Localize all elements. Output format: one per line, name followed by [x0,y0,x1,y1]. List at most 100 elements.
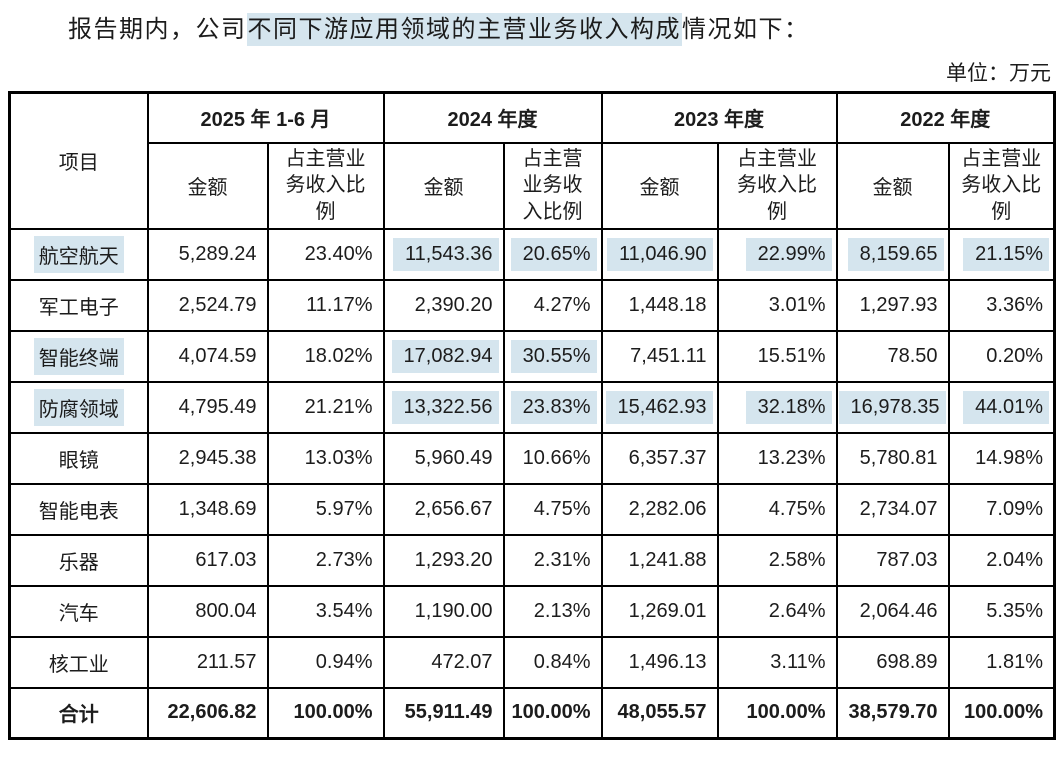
value-cell: 3.11% [716,635,838,689]
value-cell: 4,074.59 [146,329,269,383]
row-label: 智能电表 [8,482,149,536]
amount-header-2024: 金额 [382,141,505,230]
value-cell: 3.36% [947,278,1056,332]
value-cell: 100.00% [266,686,385,740]
value-cell: 5,780.81 [835,431,950,485]
value-highlight: 32.18% [745,390,832,424]
value-cell: 472.07 [382,635,505,689]
value-highlight: 30.55% [510,339,597,373]
value-cell: 211.57 [146,635,269,689]
row-label-highlight: 航空航天 [33,235,124,273]
value-highlight: 13,322.56 [391,390,499,424]
value-cell: 8,159.65 [835,227,950,281]
table-row: 智能终端 4,074.59 18.02% 17,082.94 30.55% 7,451.1… [8,329,1056,383]
group-header-2023: 2023 年度 [600,91,838,144]
title-highlight: 不同下游应用领域的主营业务收入构成 [246,13,682,46]
value-highlight: 21.15% [963,237,1050,271]
value-cell: 0.94% [266,635,385,689]
value-cell: 100.00% [502,686,603,740]
value-highlight: 20.65% [510,237,597,271]
table-row: 乐器 617.03 2.73% 1,293.20 2.31% 1,241.88 2.58% 7… [8,533,1056,587]
value-cell: 38,579.70 [835,686,950,740]
value-cell: 7,451.11 [600,329,719,383]
value-cell: 1,241.88 [600,533,719,587]
value-cell: 18.02% [266,329,385,383]
value-cell: 20.65% [502,227,603,281]
group-header-row: 项目 2025 年 1-6 月 2024 年度 2023 年度 2022 年度 [8,91,1056,230]
value-cell: 6,357.37 [600,431,719,485]
value-cell: 11,046.90 [600,227,719,281]
value-cell: 2,734.07 [835,482,950,536]
row-label: 防腐领域 [8,380,149,434]
ratio-header-2022: 占主营业务收入比例 [947,141,1056,230]
table-row: 航空航天 5,289.24 23.40% 11,543.36 20.65% 11,046.… [8,227,1056,281]
value-cell: 0.84% [502,635,603,689]
value-cell: 1.81% [947,635,1056,689]
ratio-header-2023: 占主营业务收入比例 [716,141,838,230]
value-cell: 78.50 [835,329,950,383]
unit-label: 单位：万元 [946,62,1051,86]
value-highlight: 11,543.36 [393,237,499,271]
table-total-row: 合计 22,606.82 100.00% 55,911.49 100.00% 48,055… [8,686,1056,740]
value-cell: 1,190.00 [382,584,505,638]
value-cell: 1,496.13 [600,635,719,689]
group-header-2022: 2022 年度 [835,91,1056,144]
value-cell: 22.99% [716,227,838,281]
row-label: 航空航天 [8,227,149,281]
value-cell: 23.83% [502,380,603,434]
sub-header-row: 金额 占主营业务收入比例 金额 占主营业务收入比例 金额 占主营业务收入比例 金… [10,141,1056,230]
value-cell: 617.03 [146,533,269,587]
row-label-highlight: 智能终端 [33,337,124,375]
value-cell: 11,543.36 [382,227,505,281]
amount-header-2022: 金额 [835,141,950,230]
value-cell: 2,390.20 [382,278,505,332]
row-label: 合计 [8,686,149,740]
value-highlight: 22.99% [745,237,832,271]
value-cell: 2.73% [266,533,385,587]
value-cell: 22,606.82 [146,686,269,740]
value-cell: 11.17% [266,278,385,332]
value-highlight: 15,462.93 [605,390,713,424]
row-label: 乐器 [8,533,149,587]
table-body: 航空航天 5,289.24 23.40% 11,543.36 20.65% 11,046.… [8,227,1056,740]
value-cell: 15,462.93 [600,380,719,434]
value-cell: 2.58% [716,533,838,587]
row-label: 军工电子 [8,278,149,332]
group-header-2024: 2024 年度 [382,91,603,144]
value-cell: 1,269.01 [600,584,719,638]
value-cell: 30.55% [502,329,603,383]
value-cell: 100.00% [947,686,1056,740]
row-label: 汽车 [8,584,149,638]
row-label: 核工业 [8,635,149,689]
value-cell: 13,322.56 [382,380,505,434]
value-cell: 44.01% [947,380,1056,434]
table-row: 核工业 211.57 0.94% 472.07 0.84% 1,496.13 3.11% 69… [8,635,1056,689]
value-cell: 1,297.93 [835,278,950,332]
table-row: 汽车 800.04 3.54% 1,190.00 2.13% 1,269.01 2.64% 2… [8,584,1056,638]
value-cell: 0.20% [947,329,1056,383]
table-row: 智能电表 1,348.69 5.97% 2,656.67 4.75% 2,282.06 4.… [8,482,1056,536]
value-highlight: 44.01% [963,390,1050,424]
value-cell: 4.27% [502,278,603,332]
value-cell: 2,945.38 [146,431,269,485]
value-cell: 1,293.20 [382,533,505,587]
table-row: 防腐领域 4,795.49 21.21% 13,322.56 23.83% 15,462.… [8,380,1056,434]
value-highlight: 16,978.35 [838,390,946,424]
value-cell: 4.75% [502,482,603,536]
value-cell: 3.01% [716,278,838,332]
value-highlight: 11,046.90 [607,237,713,271]
value-cell: 10.66% [502,431,603,485]
page-title: 报告期内，公司不同下游应用领域的主营业务收入构成情况如下： [68,13,1051,46]
ratio-header-2024: 占主营业务收入比例 [502,141,603,230]
value-cell: 15.51% [716,329,838,383]
value-cell: 2,524.79 [146,278,269,332]
value-highlight: 8,159.65 [847,237,944,271]
ratio-header-2025h1: 占主营业务收入比例 [266,141,385,230]
value-cell: 21.21% [266,380,385,434]
value-cell: 4.75% [716,482,838,536]
value-cell: 55,911.49 [382,686,505,740]
title-suffix: 情况如下： [682,16,810,43]
value-cell: 17,082.94 [382,329,505,383]
value-cell: 787.03 [835,533,950,587]
value-cell: 2.31% [502,533,603,587]
